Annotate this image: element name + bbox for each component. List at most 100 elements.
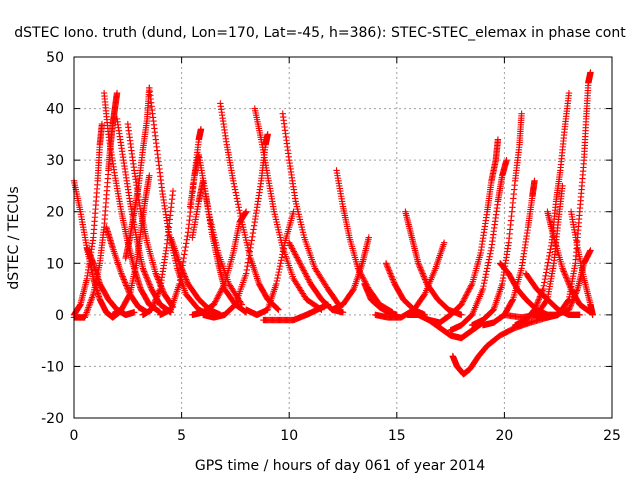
data-point-marker [276,263,284,270]
data-point-marker [480,279,488,287]
data-point-marker [152,296,159,303]
y-tick-label: 30 [46,153,64,169]
data-series-track [199,131,271,321]
data-point-marker [219,283,227,291]
data-point-marker [273,277,281,285]
data-point-marker [177,263,184,270]
data-point-marker [245,255,252,263]
data-point-marker [176,277,184,284]
data-point-marker [98,120,106,128]
data-point-marker [182,274,189,282]
grid-lines [74,57,612,418]
data-point-marker [113,89,121,97]
data-point-marker [481,277,488,284]
x-tick-label: 10 [280,428,298,444]
data-point-marker [123,282,130,289]
data-point-marker [486,253,493,260]
data-point-marker [213,295,221,302]
data-point-marker [235,204,242,211]
data-point-marker [148,306,155,313]
data-point-marker [178,264,185,271]
data-point-marker [145,279,153,287]
data-point-marker [140,268,148,275]
data-point-marker [180,254,187,262]
data-point-marker [249,233,256,240]
data-point-marker [197,126,205,133]
data-point-marker [275,268,282,276]
data-point-marker [124,285,131,292]
data-point-marker [212,296,220,304]
data-point-marker [183,276,190,283]
data-series-track [139,187,177,319]
data-point-marker [541,279,548,286]
data-point-marker [119,274,127,282]
x-tick-label: 25 [603,428,621,444]
data-point-marker [247,240,255,248]
data-point-marker [150,302,157,309]
data-series [70,69,596,378]
data-point-marker [243,266,250,274]
data-point-marker [153,271,160,279]
data-series-track [217,100,282,313]
data-point-marker [220,282,228,289]
plot-frame [73,56,613,419]
data-point-marker [543,265,551,273]
data-point-marker [494,136,502,143]
x-tick-label: 20 [495,428,513,444]
data-point-marker [540,282,547,289]
data-point-marker [180,270,187,277]
data-point-marker [483,268,490,275]
data-point-marker [154,291,161,299]
data-point-marker [149,303,156,310]
data-point-marker [151,297,159,305]
data-point-marker [250,222,258,229]
data-point-marker [179,267,186,274]
data-point-marker [181,247,189,254]
data-point-marker [281,242,288,249]
data-point-marker [483,265,491,272]
data-point-marker [264,131,271,138]
y-tick-label: 20 [46,205,64,221]
y-tick-label: -20 [41,411,64,427]
data-point-marker [142,271,149,278]
chart-title: dSTEC Iono. truth (dund, Lon=170, Lat=-4… [14,25,626,41]
data-series-track [83,244,138,319]
y-tick-label: 0 [55,308,64,324]
y-tick-labels: -20 -10 0 10 20 30 40 50 [41,50,64,427]
data-point-marker [139,265,147,272]
data-point-marker [232,189,239,196]
data-point-marker [212,298,219,305]
data-point-marker [155,290,162,297]
data-point-marker [230,302,238,310]
data-point-marker [274,305,281,313]
data-point-marker [279,248,287,255]
data-point-marker [140,266,147,274]
data-point-marker [278,254,286,261]
data-point-marker [279,251,286,258]
x-tick-label: 0 [70,428,79,444]
data-point-marker [176,261,184,268]
data-point-marker [273,305,281,312]
data-point-marker [155,307,162,315]
axis-ticks [73,56,613,419]
data-point-marker [181,251,188,258]
data-point-marker [234,201,242,208]
data-point-marker [119,273,126,280]
data-point-marker [231,186,239,193]
y-tick-label: 40 [46,102,64,118]
x-tick-labels: 0 5 10 15 20 25 [70,428,621,444]
data-point-marker [487,250,494,257]
data-point-marker [275,306,282,313]
data-point-marker [183,277,191,285]
data-point-marker [145,278,152,285]
data-point-marker [143,275,151,282]
x-axis-label: GPS time / hours of day 061 of year 2014 [195,458,485,474]
data-point-marker [485,256,493,263]
data-point-marker [181,271,188,279]
data-point-marker [543,269,550,276]
data-point-marker [276,265,283,273]
data-point-marker [211,299,218,307]
data-point-marker [485,259,492,266]
data-series-track [109,172,153,319]
data-point-marker [541,275,549,283]
